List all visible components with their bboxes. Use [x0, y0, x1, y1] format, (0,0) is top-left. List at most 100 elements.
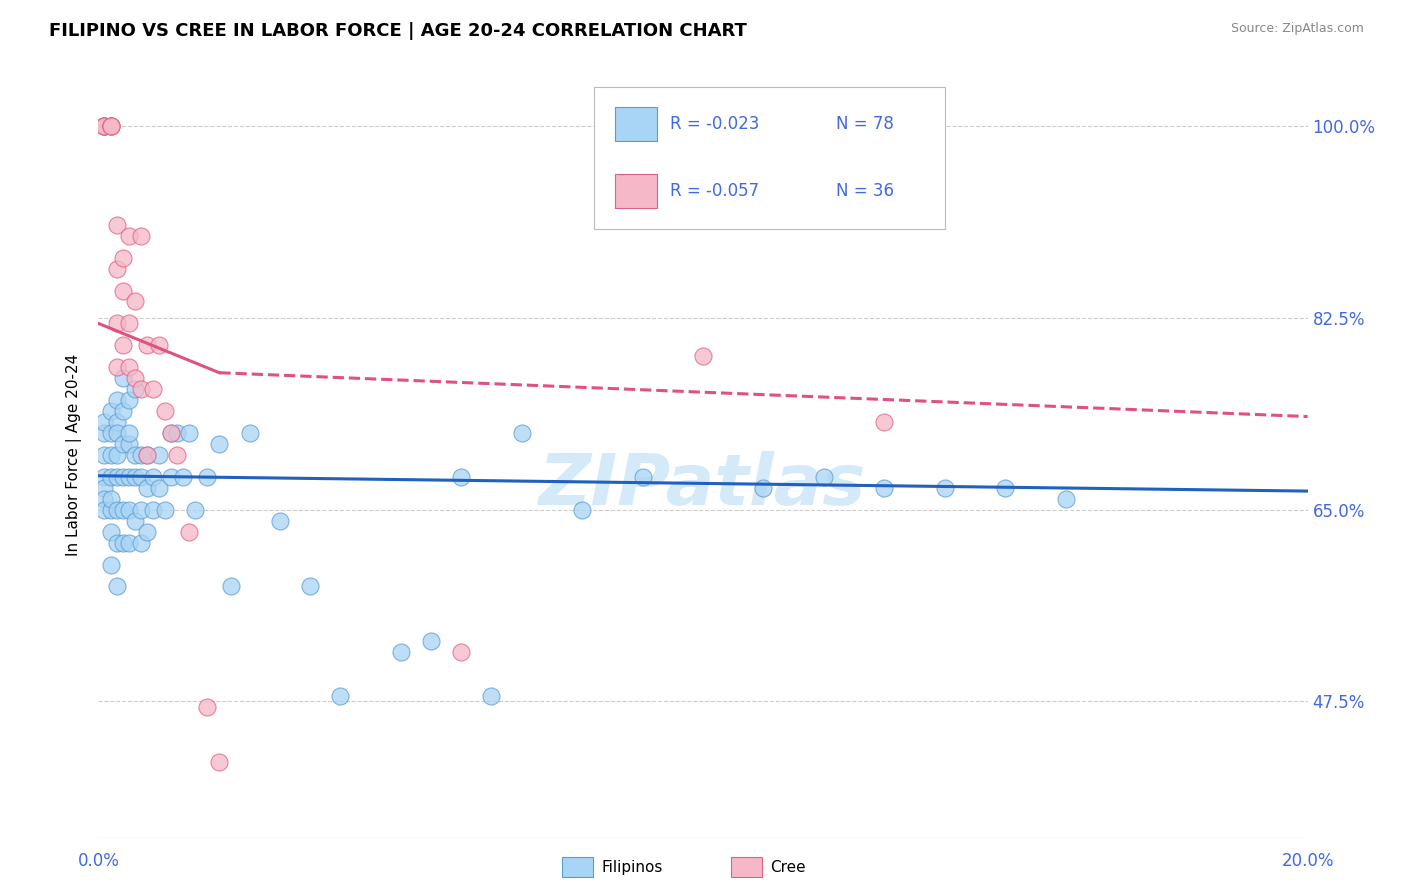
Point — [93, 470, 115, 484]
Point — [195, 470, 218, 484]
Point — [118, 360, 141, 375]
Point — [129, 535, 152, 549]
Point — [111, 502, 134, 516]
Text: ZIPatlas: ZIPatlas — [540, 451, 866, 520]
Point — [166, 448, 188, 462]
Point — [124, 382, 146, 396]
Point — [481, 689, 503, 703]
Point — [571, 502, 593, 516]
Point — [111, 251, 134, 265]
Point — [118, 470, 141, 484]
Point — [420, 634, 443, 648]
Point — [142, 382, 165, 396]
Point — [105, 502, 128, 516]
Point — [100, 425, 122, 440]
Point — [153, 404, 176, 418]
Point — [93, 491, 115, 506]
Point — [100, 448, 122, 462]
Point — [148, 481, 170, 495]
Point — [195, 700, 218, 714]
Y-axis label: In Labor Force | Age 20-24: In Labor Force | Age 20-24 — [66, 354, 83, 556]
Point — [510, 425, 533, 440]
Point — [100, 470, 122, 484]
Point — [118, 317, 141, 331]
Point — [93, 119, 115, 133]
Point — [160, 425, 183, 440]
Point — [148, 448, 170, 462]
FancyBboxPatch shape — [614, 174, 657, 208]
Text: Source: ZipAtlas.com: Source: ZipAtlas.com — [1230, 22, 1364, 36]
Point — [934, 481, 956, 495]
Point — [105, 317, 128, 331]
Point — [873, 481, 896, 495]
FancyBboxPatch shape — [595, 87, 945, 228]
Point — [153, 502, 176, 516]
Point — [105, 535, 128, 549]
Point — [105, 470, 128, 484]
Point — [221, 579, 243, 593]
Point — [129, 448, 152, 462]
Point — [269, 514, 291, 528]
Point — [208, 755, 231, 769]
Point — [105, 448, 128, 462]
Point — [142, 470, 165, 484]
FancyBboxPatch shape — [614, 107, 657, 141]
Point — [450, 470, 472, 484]
Text: FILIPINO VS CREE IN LABOR FORCE | AGE 20-24 CORRELATION CHART: FILIPINO VS CREE IN LABOR FORCE | AGE 20… — [49, 22, 747, 40]
Point — [111, 404, 134, 418]
Point — [93, 448, 115, 462]
Text: N = 36: N = 36 — [837, 182, 894, 200]
Point — [873, 415, 896, 429]
Point — [93, 502, 115, 516]
Text: Cree: Cree — [770, 860, 806, 874]
Point — [105, 579, 128, 593]
Point — [129, 228, 152, 243]
Point — [129, 470, 152, 484]
Point — [118, 535, 141, 549]
Point — [135, 448, 157, 462]
Point — [118, 228, 141, 243]
Point — [148, 338, 170, 352]
Point — [135, 338, 157, 352]
Point — [100, 491, 122, 506]
Point — [105, 393, 128, 408]
Text: Filipinos: Filipinos — [602, 860, 664, 874]
Point — [692, 349, 714, 363]
Point — [135, 524, 157, 539]
Point — [111, 535, 134, 549]
Text: R = -0.057: R = -0.057 — [671, 182, 759, 200]
Point — [100, 502, 122, 516]
Point — [100, 524, 122, 539]
Point — [184, 502, 207, 516]
Point — [111, 284, 134, 298]
Point — [142, 502, 165, 516]
Point — [329, 689, 352, 703]
Point — [129, 502, 152, 516]
Point — [118, 425, 141, 440]
Point — [93, 119, 115, 133]
Point — [208, 437, 231, 451]
Point — [160, 425, 183, 440]
Point — [105, 415, 128, 429]
Point — [124, 294, 146, 309]
Point — [118, 393, 141, 408]
Point — [692, 207, 714, 221]
Point — [100, 119, 122, 133]
Point — [100, 119, 122, 133]
Point — [100, 558, 122, 572]
Point — [111, 437, 134, 451]
Point — [135, 448, 157, 462]
Point — [111, 371, 134, 385]
Point — [172, 470, 194, 484]
Point — [450, 645, 472, 659]
Point — [124, 448, 146, 462]
Point — [105, 218, 128, 232]
Point — [389, 645, 412, 659]
Point — [93, 119, 115, 133]
Point — [179, 524, 201, 539]
Point — [129, 382, 152, 396]
Text: N = 78: N = 78 — [837, 115, 894, 133]
Point — [179, 425, 201, 440]
Point — [166, 425, 188, 440]
Point — [813, 470, 835, 484]
